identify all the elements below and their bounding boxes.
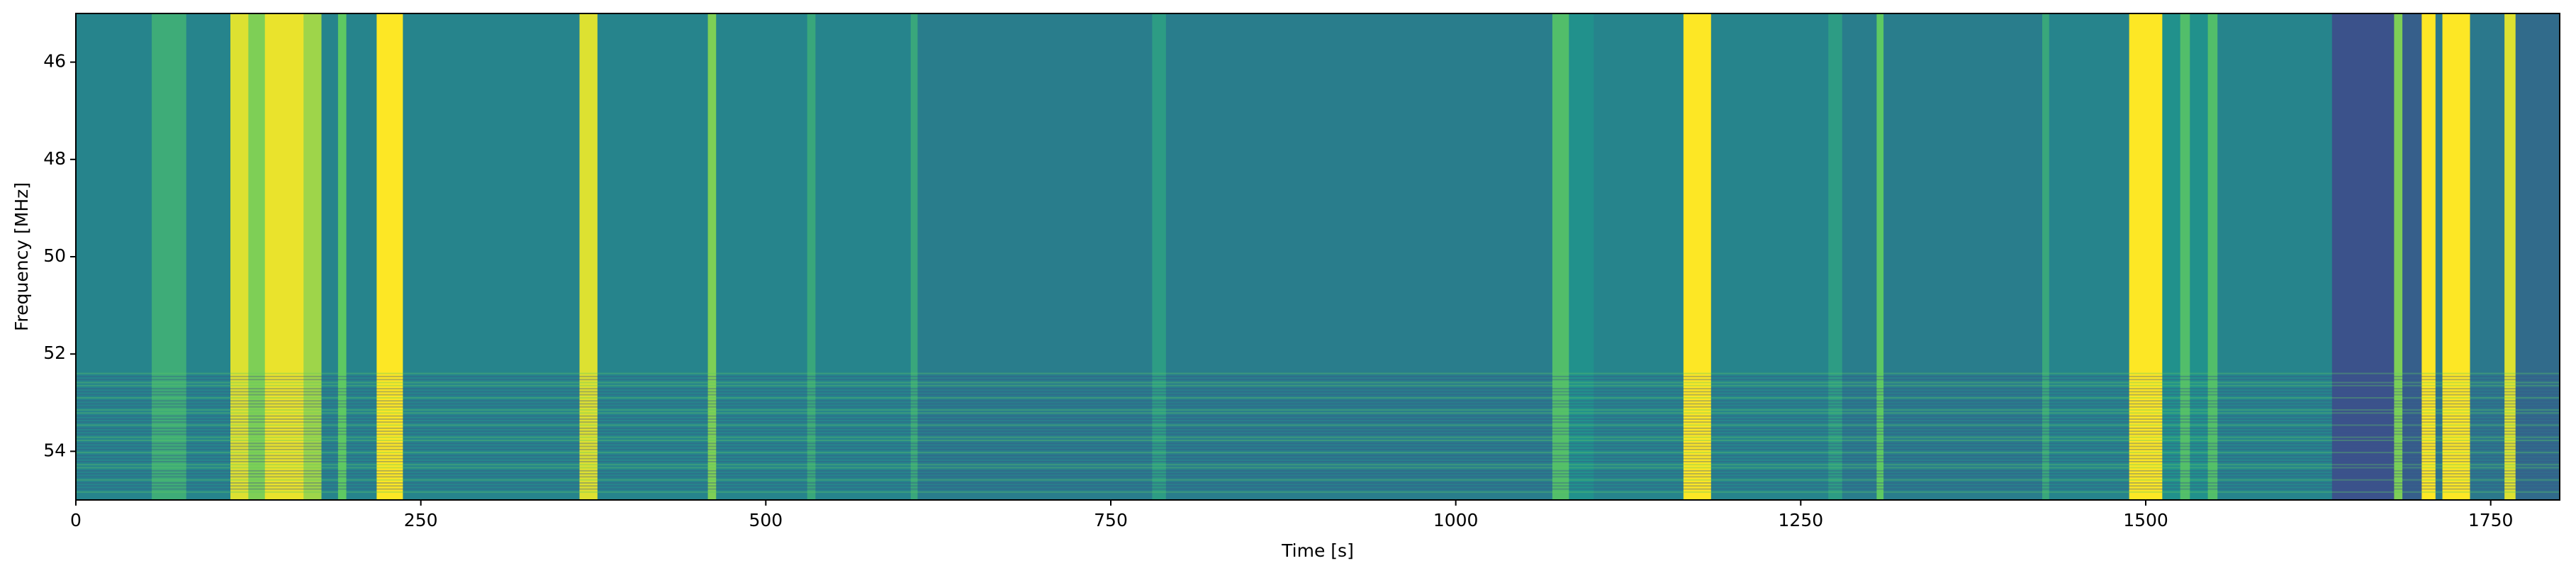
spectrogram-column: [264, 13, 304, 500]
spectrogram-column: [2421, 13, 2436, 500]
spectrogram-column: [2180, 13, 2190, 500]
spectrogram-column: [2331, 13, 2395, 500]
spectrogram-column: [807, 13, 816, 500]
spectrogram-column: [2190, 13, 2209, 500]
x-tick-label: 750: [1094, 510, 1128, 530]
spectrogram-column: [1552, 13, 1569, 500]
y-tick-label: 50: [43, 245, 66, 266]
spectrogram-column: [376, 13, 403, 500]
spectrogram-column: [1876, 13, 1884, 500]
spectrogram-column: [403, 13, 581, 500]
y-tick-label: 54: [43, 440, 66, 460]
spectrogram-column: [1165, 13, 1553, 500]
x-tick-label: 1250: [1779, 510, 1824, 530]
spectrogram-column: [1569, 13, 1594, 500]
spectrogram-column: [2402, 13, 2422, 500]
x-tick-label: 1750: [2468, 510, 2514, 530]
spectrogram-column: [2442, 13, 2470, 500]
spectrogram-column: [1594, 13, 1684, 500]
spectrogram-column: [321, 13, 339, 500]
spectrogram-column: [2435, 13, 2443, 500]
spectrogram-column: [186, 13, 231, 500]
spectrogram-column: [1152, 13, 1167, 500]
x-tick-label: 0: [70, 510, 82, 530]
spectrogram-column: [303, 13, 323, 500]
spectrogram-column: [2504, 13, 2516, 500]
y-tick-label: 52: [43, 343, 66, 363]
spectrogram-column: [2470, 13, 2505, 500]
spectrogram-column: [2162, 13, 2181, 500]
spectrogram-column: [2129, 13, 2163, 500]
spectrogram-column: [597, 13, 709, 500]
spectrogram-column: [815, 13, 912, 500]
spectrogram-column: [910, 13, 918, 500]
heatmap: [76, 13, 2560, 500]
spectrogram-column: [2217, 13, 2333, 500]
spectrogram-column: [346, 13, 377, 500]
streaks: [76, 372, 2560, 493]
x-tick-label: 250: [404, 510, 438, 530]
spectrogram-column: [2042, 13, 2050, 500]
spectrogram-column: [579, 13, 598, 500]
spectrogram-column: [248, 13, 266, 500]
spectrogram-column: [1683, 13, 1712, 500]
spectrogram-column: [337, 13, 347, 500]
spectrogram-column: [1883, 13, 2043, 500]
spectrogram-column: [230, 13, 249, 500]
x-axis-label: Time [s]: [1281, 540, 1354, 561]
x-tick-label: 1500: [2123, 510, 2168, 530]
x-tick-label: 500: [749, 510, 783, 530]
spectrogram-column: [2049, 13, 2130, 500]
y-axis-label: Frequency [MHz]: [11, 182, 32, 331]
spectrogram-column: [1842, 13, 1877, 500]
spectrogram-column: [2394, 13, 2403, 500]
spectrogram-column: [707, 13, 717, 500]
x-tick-label: 1000: [1433, 510, 1479, 530]
spectrogram-column: [1828, 13, 1843, 500]
spectrogram-column: [152, 13, 187, 500]
spectrogram-column: [716, 13, 808, 500]
spectrogram-column: [1710, 13, 1829, 500]
spectrogram-column: [917, 13, 1153, 500]
y-tick-label: 48: [43, 148, 66, 169]
spectrogram-column: [76, 13, 152, 500]
y-tick-label: 46: [43, 51, 66, 72]
spectrogram-column: [2207, 13, 2218, 500]
spectrogram-column: [2515, 13, 2560, 500]
